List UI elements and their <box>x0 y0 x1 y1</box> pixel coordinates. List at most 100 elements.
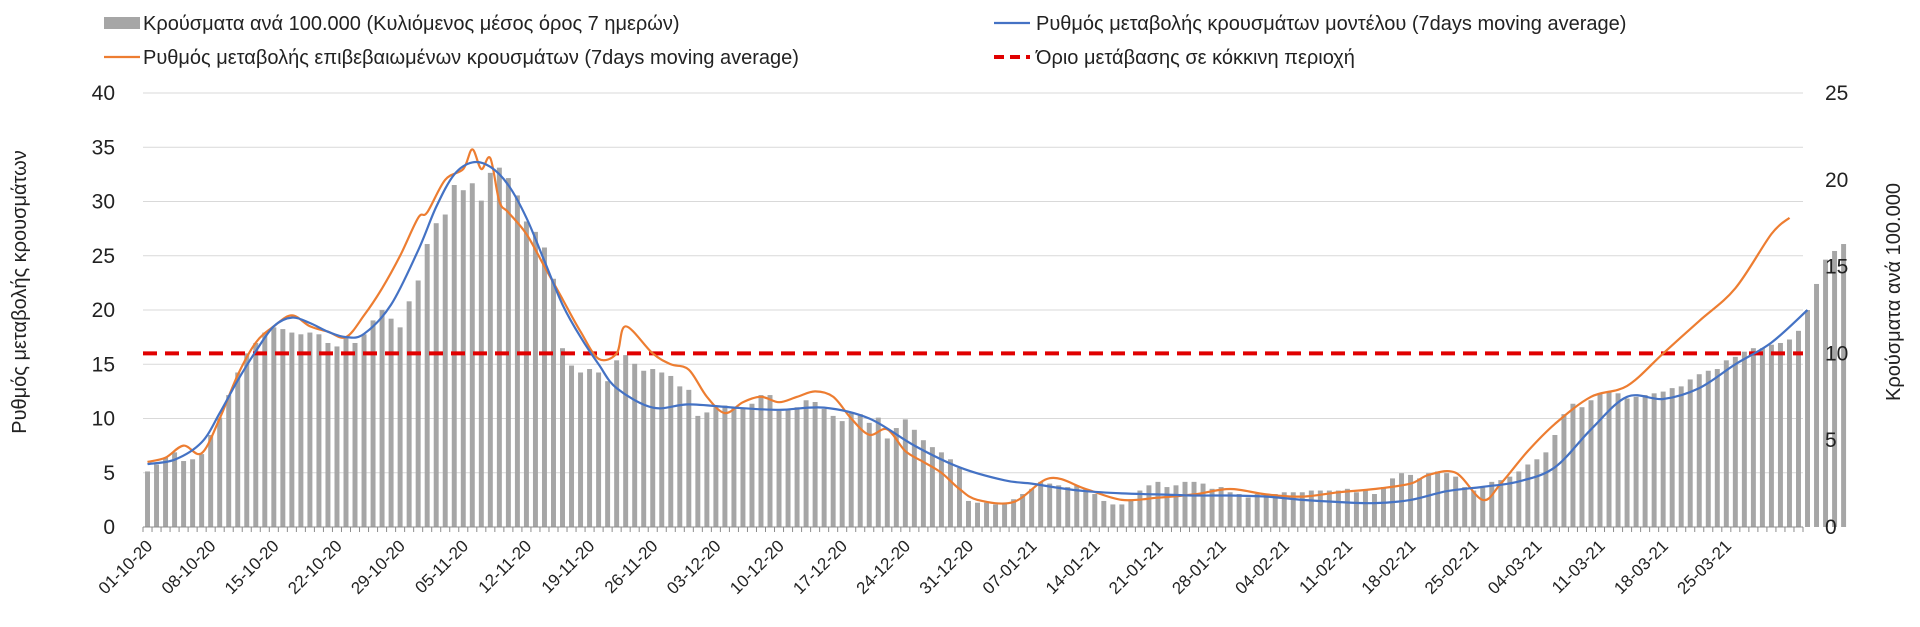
bar <box>1371 494 1377 527</box>
legend-label-model-line: Ρυθμός μεταβολής κρουσμάτων μοντέλου (7d… <box>1036 13 1626 35</box>
bar <box>487 172 493 527</box>
bar <box>1209 488 1215 527</box>
bar <box>208 434 214 527</box>
bar <box>1705 370 1711 527</box>
bar <box>1669 388 1675 527</box>
bar <box>253 342 259 527</box>
bar <box>343 337 349 527</box>
bar-series <box>145 167 1847 528</box>
x-tick-label: 03-12-20 <box>663 536 725 598</box>
bar <box>298 334 304 527</box>
bar <box>1633 396 1639 527</box>
bar <box>1119 504 1125 527</box>
bar <box>623 355 629 527</box>
bar <box>866 422 872 527</box>
bar <box>1074 485 1080 527</box>
bar <box>523 221 529 528</box>
bar <box>226 395 232 527</box>
x-tick-label: 12-11-20 <box>475 536 536 597</box>
bar <box>812 402 818 527</box>
bar <box>821 408 827 527</box>
bar <box>659 372 665 527</box>
bar <box>1561 414 1567 527</box>
bar <box>280 329 286 527</box>
bar <box>1823 259 1829 527</box>
bar <box>478 200 484 527</box>
bar <box>496 167 502 527</box>
bar <box>271 327 277 527</box>
bar <box>677 386 683 527</box>
x-tick-label: 31-12-20 <box>916 536 978 598</box>
bar <box>1245 497 1251 527</box>
bar <box>532 231 538 527</box>
bar <box>235 372 241 527</box>
bar <box>1678 386 1684 527</box>
x-tick-label: 25-02-21 <box>1421 536 1483 598</box>
x-tick-label: 07-01-21 <box>979 536 1041 598</box>
bar <box>199 454 205 527</box>
bar <box>803 400 809 527</box>
bar <box>469 183 475 527</box>
bar <box>244 353 250 527</box>
bar <box>154 464 160 527</box>
bar <box>1543 452 1549 527</box>
bar <box>1615 393 1621 527</box>
bar <box>830 415 836 527</box>
x-tick-label: 14-01-21 <box>1042 536 1104 598</box>
bar <box>1164 487 1170 527</box>
bar <box>388 318 394 527</box>
bar <box>181 461 187 527</box>
line-series <box>147 148 1809 505</box>
y-left-tick-label: 0 <box>103 516 115 539</box>
bar <box>1624 398 1630 527</box>
bar <box>1507 476 1513 527</box>
bar <box>451 185 457 527</box>
x-tick-label: 04-02-21 <box>1232 536 1294 598</box>
bar <box>397 327 403 527</box>
y-left-tick-label: 40 <box>92 82 115 105</box>
bar <box>984 502 990 527</box>
bar <box>911 429 917 527</box>
bar <box>560 348 565 527</box>
bar <box>902 419 908 527</box>
bar <box>1281 492 1287 527</box>
bar <box>1642 395 1648 527</box>
x-tick-label: 24-12-20 <box>853 536 915 598</box>
bar <box>1047 483 1053 527</box>
bar <box>650 369 656 527</box>
bar <box>1083 488 1089 527</box>
y-left-tick-label: 25 <box>92 245 115 268</box>
bar <box>857 414 863 527</box>
bar <box>1155 481 1161 527</box>
bar <box>1786 339 1792 527</box>
bar <box>875 417 881 527</box>
bar <box>767 395 773 527</box>
bar <box>1308 490 1314 527</box>
y-left-tick-label: 15 <box>92 353 115 376</box>
y-right-tick-label: 25 <box>1825 82 1848 105</box>
bar <box>1011 499 1017 527</box>
x-tick-label: 18-03-21 <box>1610 536 1672 598</box>
bar <box>1362 490 1368 527</box>
bar <box>334 346 340 527</box>
bar <box>938 452 944 527</box>
bar <box>551 278 556 527</box>
bar <box>785 408 791 527</box>
y-left-tick-label: 30 <box>92 191 115 214</box>
bar <box>1020 494 1026 527</box>
bar <box>1191 481 1197 527</box>
x-tick-label: 11-02-21 <box>1296 536 1357 597</box>
bar <box>1796 330 1801 527</box>
bar <box>947 459 953 527</box>
x-tick-label: 15-10-20 <box>221 536 283 598</box>
bar <box>190 459 196 527</box>
y-left-tick-label: 10 <box>92 408 115 431</box>
bar <box>1805 310 1810 527</box>
model-line <box>147 160 1809 505</box>
bar <box>1552 434 1558 527</box>
bar <box>1227 492 1233 527</box>
bar <box>1579 407 1585 527</box>
bar <box>1236 494 1242 527</box>
